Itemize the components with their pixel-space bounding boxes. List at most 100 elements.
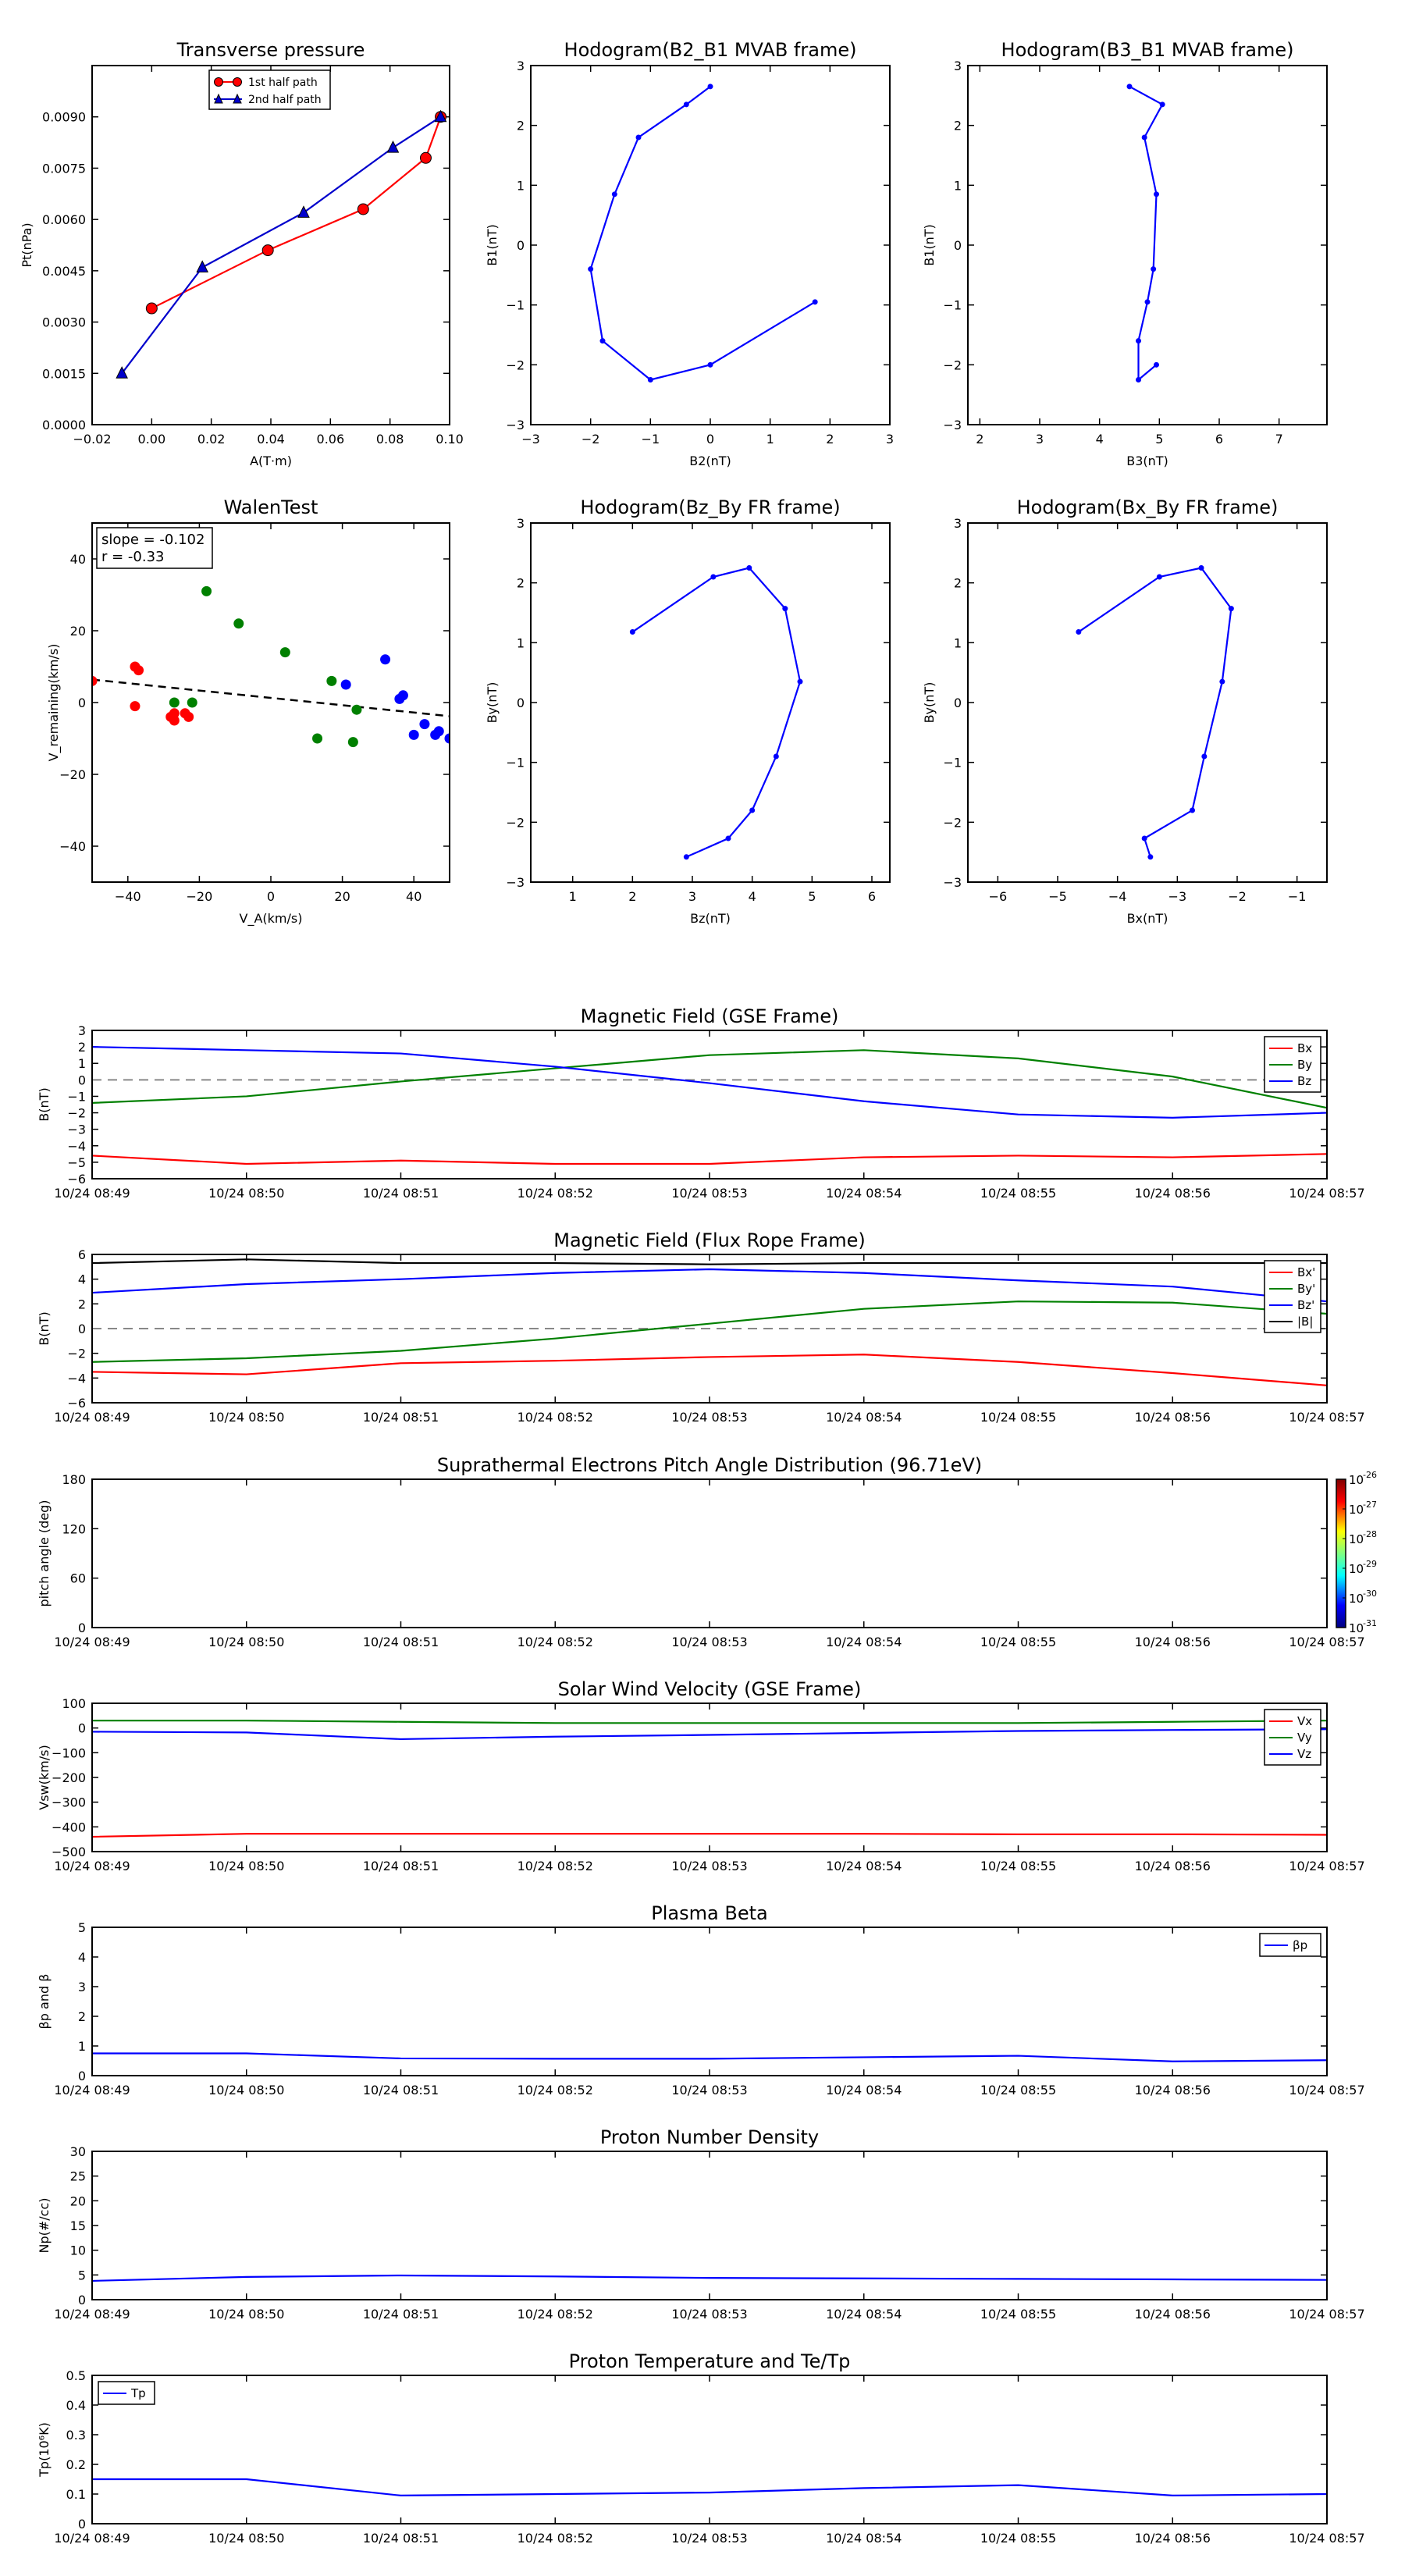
x-tick-label: 10/24 08:53 [671, 2307, 747, 2322]
colorbar-strip [1336, 1478, 1346, 1628]
x-tick-label: 10/24 08:53 [671, 2531, 747, 2546]
data-point [782, 606, 788, 612]
y-axis-label: Pt(nPa) [20, 222, 34, 267]
data-point [635, 134, 642, 141]
x-tick-label: 10/24 08:50 [208, 2083, 284, 2097]
x-tick-label: 10/24 08:51 [363, 1635, 439, 1649]
data-point [683, 854, 689, 860]
x-tick-label: 10/24 08:49 [54, 2531, 130, 2546]
y-tick-label: 2 [517, 576, 525, 591]
data-point [1159, 101, 1165, 108]
data-point [408, 729, 419, 740]
chart-title: Solar Wind Velocity (GSE Frame) [558, 1678, 862, 1700]
plot-frame [91, 2375, 1328, 2524]
y-axis-label: Tp(10⁶K) [37, 2422, 52, 2478]
chart-ts3: Suprathermal Electrons Pitch Angle Distr… [37, 1454, 1377, 1649]
y-tick-label: 1 [954, 178, 962, 193]
chart-title: Plasma Beta [651, 1902, 767, 1924]
y-tick-label: 0.2 [66, 2457, 86, 2472]
data-point [1126, 84, 1133, 90]
y-tick-label: −2 [943, 358, 962, 372]
legend: βp [1259, 1933, 1321, 1957]
y-tick-label: 0 [78, 1621, 86, 1635]
y-tick-label: 0.0045 [42, 264, 86, 279]
legend-marker [214, 77, 223, 87]
plot-frame [91, 1927, 1328, 2076]
plot-frame [91, 65, 450, 425]
series-line [91, 1268, 1328, 1303]
x-tick-label: 10/24 08:55 [980, 2083, 1056, 2097]
data-point [1076, 629, 1082, 635]
data-point [1201, 753, 1208, 760]
data-point [707, 361, 713, 368]
legend-marker [233, 93, 242, 104]
chart-title: Proton Temperature and Te/Tp [569, 2350, 851, 2372]
x-tick-label: 4 [749, 889, 756, 904]
x-tick-label: 10/24 08:50 [208, 2307, 284, 2322]
data-point [1136, 377, 1141, 382]
legend-label: |B| [1297, 1315, 1313, 1329]
x-tick-label: −2 [1228, 889, 1247, 904]
chart-title: Hodogram(Bz_By FR frame) [580, 496, 840, 518]
legend-box [208, 69, 331, 110]
y-tick-label: −2 [67, 1106, 86, 1121]
x-tick-label: −5 [1048, 889, 1067, 904]
plot-frame [91, 1254, 1328, 1404]
y-tick-label: −6 [67, 1172, 86, 1187]
x-tick-label: 10/24 08:56 [1135, 1186, 1211, 1201]
colorbar-exponent: -30 [1363, 1589, 1377, 1599]
y-tick-label: −3 [943, 875, 962, 890]
x-axis-label: B2(nT) [689, 454, 731, 468]
legend-label: Vz [1297, 1747, 1311, 1761]
legend: Vx Vy Vz [1264, 1709, 1321, 1766]
x-tick-label: 10/24 08:53 [671, 1186, 747, 1201]
x-tick-label: 10/24 08:56 [1135, 2083, 1211, 2097]
data-point [130, 701, 140, 712]
y-tick-label: 2 [78, 1040, 86, 1055]
x-tick-label: 10/24 08:52 [518, 2531, 593, 2546]
x-tick-label: 10/24 08:50 [208, 1186, 284, 1201]
fit-line [92, 678, 450, 717]
chart-h4: Hodogram(Bx_By FR frame) −6 −5 −4 −3 −2 −1 −3 −2… [922, 496, 1327, 926]
x-tick-label: 10/24 08:54 [826, 2083, 902, 2097]
plot-frame [530, 522, 891, 883]
y-tick-label: 0.0060 [42, 212, 86, 227]
chart-title: Hodogram(Bx_By FR frame) [1017, 496, 1279, 518]
x-tick-label: 10/24 08:56 [1135, 1859, 1211, 1873]
x-tick-label: 10/24 08:57 [1289, 2083, 1364, 2097]
plot-area [1076, 565, 1234, 860]
colorbar-label: 10 [1349, 1473, 1364, 1487]
legend: Tp [98, 2381, 155, 2405]
y-tick-label: 2 [954, 576, 962, 591]
x-tick-label: 7 [1275, 432, 1283, 447]
x-tick-label: 10/24 08:55 [980, 1859, 1056, 1873]
data-point [183, 711, 194, 722]
data-point [297, 205, 310, 218]
x-tick-label: 0 [267, 889, 275, 904]
colorbar-exponent: -29 [1363, 1559, 1377, 1569]
x-tick-label: 10/24 08:53 [671, 2083, 747, 2097]
chart-title: Transverse pressure [176, 39, 365, 61]
y-tick-label: 1 [78, 2039, 86, 2054]
plot-frame [91, 522, 450, 883]
y-tick-label: −200 [52, 1770, 86, 1785]
chart-walen: WalenTest −40 −20 0 20 40 −40 −20 0 20 40 V_A(km/s)… [46, 496, 450, 927]
series-line [91, 2274, 1328, 2282]
x-tick-label: 10/24 08:51 [363, 2531, 439, 2546]
y-tick-label: 25 [70, 2169, 86, 2184]
chart-ts1: Magnetic Field (GSE Frame) −6 −5−4 −3 −2 −1 0 1… [37, 1005, 1365, 1201]
x-tick-label: 10/24 08:53 [671, 1859, 747, 1873]
chart-ts6: Proton Number Density 0 5 10 15 20 25 30 10/24 0… [37, 2126, 1365, 2322]
chart-ts7: Proton Temperature and Te/Tp 0 0.1 0.2 0.3 0.… [37, 2350, 1365, 2546]
y-tick-label: 3 [78, 1023, 86, 1038]
y-tick-label: 2 [954, 119, 962, 133]
x-tick-label: 1 [767, 432, 774, 447]
x-tick-label: 10/24 08:54 [826, 1859, 902, 1873]
data-point [187, 697, 197, 708]
data-point [357, 203, 369, 215]
x-tick-label: 0.06 [317, 432, 345, 447]
data-point [196, 260, 209, 272]
series-line [92, 2052, 1328, 2062]
y-tick-label: 15 [70, 2218, 86, 2233]
